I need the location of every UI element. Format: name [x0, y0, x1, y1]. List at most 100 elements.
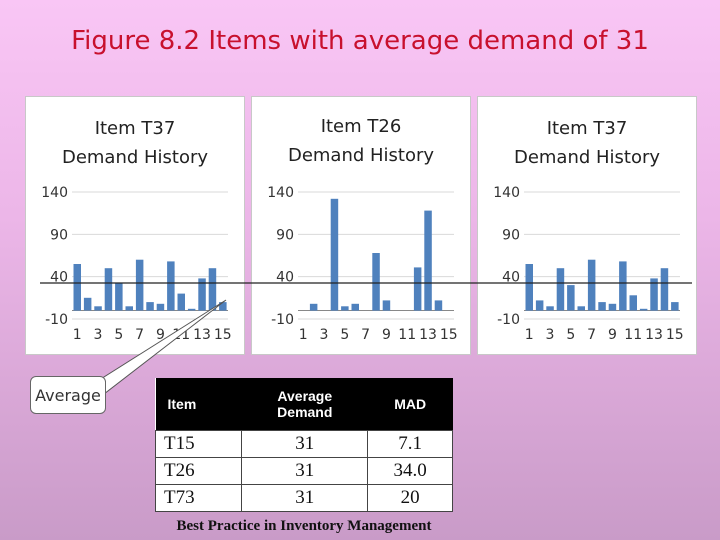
- bar-8: [598, 302, 606, 311]
- x-tick-label: 13: [193, 327, 211, 343]
- x-tick-label: 15: [214, 327, 232, 343]
- x-tick-label: 3: [320, 327, 329, 343]
- x-tick-label: 9: [156, 327, 165, 343]
- bar-15: [219, 302, 227, 311]
- chart-title-line2: Demand History: [513, 147, 661, 168]
- chart-title: Item T37 Demand History: [26, 114, 244, 172]
- bar-14: [208, 268, 217, 311]
- chart-title: Item T26 Demand History: [252, 112, 470, 170]
- bar-4: [556, 268, 565, 311]
- bar-2: [83, 297, 92, 311]
- bar-3: [94, 306, 102, 311]
- chart-title: Item T37 Demand History: [478, 114, 696, 172]
- bar-1: [525, 264, 533, 311]
- x-tick-label: 7: [361, 327, 370, 343]
- x-tick-label: 3: [94, 327, 103, 343]
- bar-10: [167, 261, 175, 311]
- cell-mad: 7.1: [367, 430, 453, 458]
- table-row: T15 31 7.1: [154, 430, 453, 458]
- mad-table: Item Average Demand MAD T15 31 7.1 T26 31…: [154, 378, 453, 512]
- bar-2: [309, 303, 318, 311]
- y-tick-label: 140: [267, 185, 294, 201]
- header-mad: MAD: [367, 378, 453, 431]
- bar-3: [546, 306, 554, 311]
- bar-9: [156, 303, 165, 311]
- chart-title-line2: Demand History: [287, 145, 435, 166]
- y-tick-label: -10: [271, 312, 294, 328]
- bar-12: [413, 267, 422, 311]
- cell-average: 31: [241, 484, 369, 512]
- x-tick-label: 5: [114, 327, 123, 343]
- cell-average: 31: [241, 430, 369, 458]
- y-tick-label: -10: [45, 312, 68, 328]
- y-tick-label: 90: [276, 227, 294, 243]
- bar-4: [330, 198, 339, 311]
- bar-7: [135, 259, 144, 311]
- bar-6: [351, 303, 359, 311]
- cell-mad: 34.0: [367, 457, 453, 485]
- x-tick-label: 13: [645, 327, 663, 343]
- x-tick-label: 1: [525, 327, 534, 343]
- cell-average: 31: [241, 457, 369, 485]
- y-tick-label: 40: [502, 270, 520, 286]
- bar-12: [639, 308, 648, 311]
- chart-panel-2: Item T26 Demand History -10 40 90 140 1 3 5 7 9 1…: [251, 96, 471, 355]
- x-tick-label: 7: [587, 327, 596, 343]
- x-tick-label: 9: [382, 327, 391, 343]
- bar-12: [187, 308, 196, 311]
- chart-panel-3: Item T37 Demand History -10 40 90 140 1 3 5 7 9 1…: [477, 96, 697, 355]
- x-tick-label: 1: [299, 327, 308, 343]
- bar-1: [73, 264, 81, 311]
- cell-mad: 20: [367, 484, 453, 512]
- bar-11: [629, 295, 637, 311]
- bar-5: [341, 306, 349, 311]
- average-callout: Average: [30, 376, 106, 414]
- x-tick-label: 7: [135, 327, 144, 343]
- cell-item: T73: [154, 484, 243, 512]
- chart-title-line2: Demand History: [61, 147, 209, 168]
- y-tick-label: 140: [41, 185, 68, 201]
- bar-9: [382, 300, 391, 311]
- bar-10: [619, 261, 627, 311]
- bar-13: [424, 210, 432, 311]
- y-tick-label: 40: [276, 270, 294, 286]
- bar-14: [434, 300, 443, 311]
- x-tick-label: 15: [666, 327, 684, 343]
- chart-title-line1: Item T37: [94, 118, 176, 139]
- bar-6: [125, 306, 133, 311]
- x-tick-label: 11: [172, 327, 190, 343]
- y-tick-label: -10: [497, 312, 520, 328]
- bar-5: [115, 283, 123, 311]
- x-tick-label: 11: [398, 327, 416, 343]
- chart-panel-1: Item T37 Demand History -10 40 90 140 1 3 5 7 9 1…: [25, 96, 245, 355]
- cell-item: T15: [154, 430, 243, 458]
- table-row: T26 31 34.0: [154, 457, 453, 485]
- bar-5: [567, 285, 575, 311]
- table-header-row: Item Average Demand MAD: [155, 378, 453, 431]
- x-tick-label: 3: [546, 327, 555, 343]
- chart-title-line1: Item T37: [546, 118, 628, 139]
- x-tick-label: 5: [566, 327, 575, 343]
- bar-11: [177, 293, 185, 311]
- y-tick-label: 140: [493, 185, 520, 201]
- bar-9: [608, 303, 617, 311]
- header-average-demand: Average Demand: [241, 378, 368, 431]
- cell-item: T26: [154, 457, 243, 485]
- y-tick-label: 90: [50, 227, 68, 243]
- bar-13: [650, 278, 658, 311]
- bar-8: [146, 302, 154, 311]
- x-tick-label: 11: [624, 327, 642, 343]
- bar-4: [104, 268, 113, 311]
- bar-7: [587, 259, 596, 311]
- bar-15: [671, 302, 679, 311]
- chart-title-line1: Item T26: [320, 116, 402, 137]
- y-tick-label: 90: [502, 227, 520, 243]
- x-tick-label: 5: [340, 327, 349, 343]
- bar-14: [660, 268, 669, 311]
- bar-13: [198, 278, 206, 311]
- bar-2: [535, 300, 544, 311]
- bar-8: [372, 253, 380, 311]
